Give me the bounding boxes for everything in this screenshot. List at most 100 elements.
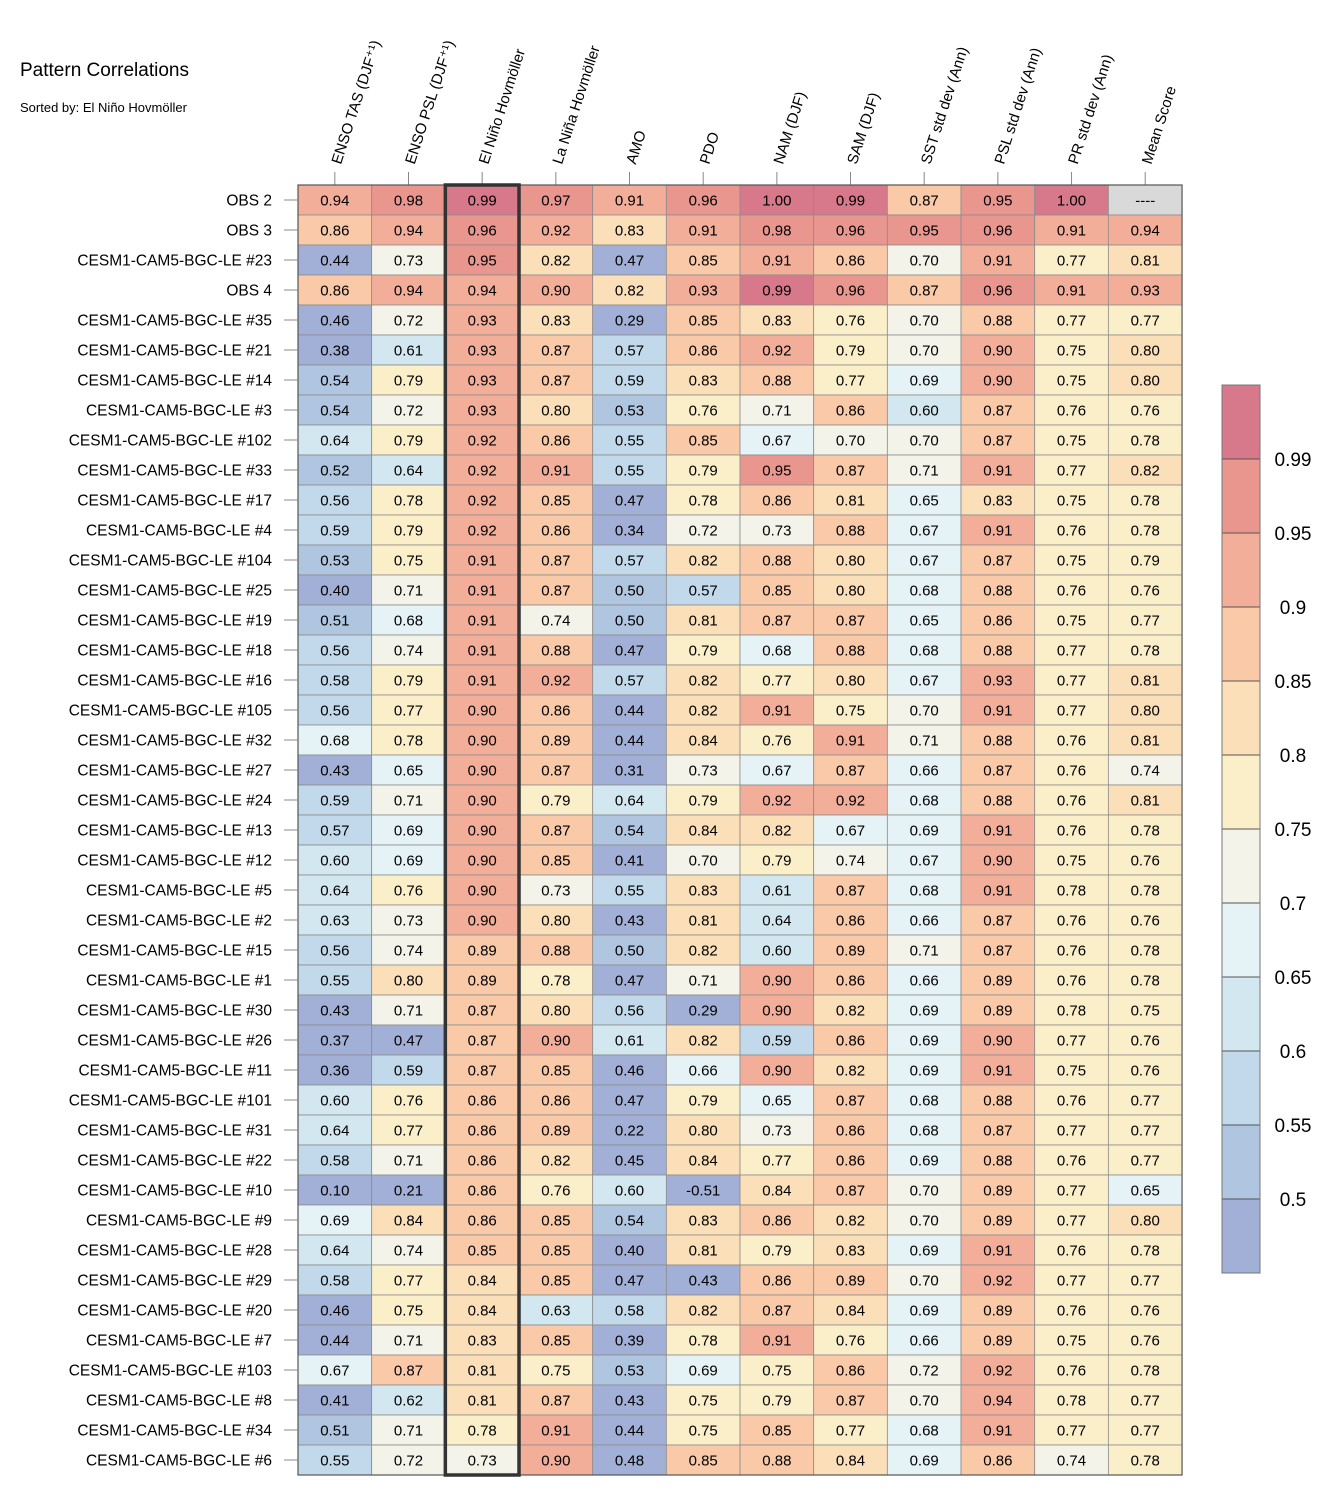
row-label: CESM1-CAM5-BGC-LE #31 <box>77 1123 272 1140</box>
heatmap-cell <box>297 904 373 936</box>
heatmap-cell <box>371 604 446 636</box>
cell-value: 0.87 <box>541 763 570 780</box>
heatmap-cell <box>518 664 594 696</box>
cell-value: 0.87 <box>983 553 1012 570</box>
cell-value: 0.50 <box>615 613 644 630</box>
column-label-sam-djf: SAM (DJF) <box>844 90 883 166</box>
heatmap-cell <box>739 1234 815 1266</box>
cell-value: 0.53 <box>320 553 349 570</box>
cell-value: 0.47 <box>615 973 644 990</box>
cell-value: 0.87 <box>541 823 570 840</box>
cell-value: 0.82 <box>541 253 570 270</box>
cell-value: 0.86 <box>836 1033 865 1050</box>
heatmap-cell <box>739 1174 815 1206</box>
cell-value: 0.87 <box>910 193 939 210</box>
cell-value: 0.89 <box>468 973 497 990</box>
cell-value: 0.93 <box>689 283 718 300</box>
cell-value: 0.87 <box>541 553 570 570</box>
cell-value: 0.90 <box>468 823 497 840</box>
cell-value: 0.86 <box>762 1273 791 1290</box>
cell-value: 0.73 <box>394 253 423 270</box>
cell-value: 0.76 <box>1057 943 1086 960</box>
cell-value: 0.86 <box>836 253 865 270</box>
cell-value: 0.64 <box>394 463 423 480</box>
cell-value: 0.80 <box>541 913 570 930</box>
cell-value: 0.44 <box>615 733 644 750</box>
heatmap-cell <box>886 754 962 786</box>
heatmap-cell <box>592 604 667 636</box>
colorbar-tick-label: 0.8 <box>1280 746 1306 767</box>
cell-value: 0.93 <box>1131 283 1160 300</box>
cell-value: 0.86 <box>836 973 865 990</box>
heatmap-cell <box>444 544 520 576</box>
cell-value: 0.85 <box>541 853 570 870</box>
cell-value: 0.77 <box>762 673 791 690</box>
heatmap-cell <box>1034 1054 1109 1086</box>
cell-value: 0.90 <box>762 1003 791 1020</box>
cell-value: 0.69 <box>910 1063 939 1080</box>
cell-value: 0.78 <box>1131 973 1160 990</box>
heatmap-cell <box>960 1294 1036 1326</box>
cell-value: 0.78 <box>1131 643 1160 660</box>
heatmap-cell <box>592 1294 667 1326</box>
cell-value: 0.71 <box>762 403 791 420</box>
heatmap-cell <box>371 964 446 996</box>
cell-value: 0.58 <box>615 1303 644 1320</box>
cell-value: 0.44 <box>615 1423 644 1440</box>
heatmap-cell <box>592 754 667 786</box>
cell-value: 0.69 <box>689 1363 718 1380</box>
cell-value: 0.75 <box>762 1363 791 1380</box>
heatmap-cell <box>592 1444 667 1476</box>
heatmap-cell <box>813 784 888 816</box>
cell-value: 0.86 <box>541 523 570 540</box>
heatmap-cell <box>592 1084 667 1116</box>
cell-value: 0.10 <box>320 1183 349 1200</box>
cell-value: 0.73 <box>762 523 791 540</box>
heatmap-cell <box>297 1234 373 1266</box>
cell-value: 0.81 <box>1131 673 1160 690</box>
cell-value: 0.78 <box>1131 943 1160 960</box>
cell-value: 0.81 <box>836 493 865 510</box>
cell-value: 0.79 <box>762 1393 791 1410</box>
heatmap-cell <box>813 904 888 936</box>
heatmap-cell <box>518 994 594 1026</box>
row-label: CESM1-CAM5-BGC-LE #7 <box>86 1333 272 1350</box>
cell-value: 0.87 <box>468 1033 497 1050</box>
cell-value: 0.64 <box>320 883 349 900</box>
heatmap-cell <box>739 634 815 666</box>
heatmap-cell <box>592 454 667 486</box>
heatmap-cell <box>813 1024 888 1056</box>
cell-value: 0.92 <box>468 493 497 510</box>
heatmap-cell <box>1034 1384 1109 1416</box>
cell-value: 0.82 <box>689 553 718 570</box>
cell-value: 0.56 <box>320 493 349 510</box>
heatmap-cell <box>1107 754 1183 786</box>
heatmap-cell <box>592 934 667 966</box>
cell-value: 0.88 <box>983 313 1012 330</box>
cell-value: 0.88 <box>983 1153 1012 1170</box>
cell-value: 0.47 <box>615 643 644 660</box>
heatmap-cell <box>371 1144 446 1176</box>
cell-value: 0.85 <box>689 313 718 330</box>
row-label: CESM1-CAM5-BGC-LE #29 <box>77 1273 272 1290</box>
cell-value: 0.78 <box>1131 1243 1160 1260</box>
cell-value: 0.88 <box>762 1453 791 1470</box>
cell-value: 0.75 <box>836 703 865 720</box>
heatmap-cell <box>1034 1114 1109 1146</box>
heatmap-cell <box>813 754 888 786</box>
cell-value: 0.86 <box>468 1213 497 1230</box>
cell-value: 0.71 <box>394 793 423 810</box>
heatmap-cell <box>665 1084 741 1116</box>
row-label: CESM1-CAM5-BGC-LE #30 <box>77 1003 272 1020</box>
cell-value: 0.86 <box>468 1183 497 1200</box>
cell-value: 0.34 <box>615 523 644 540</box>
heatmap-cell <box>371 364 446 396</box>
cell-value: 0.79 <box>689 463 718 480</box>
heatmap-cell <box>297 484 373 516</box>
cell-value: 0.60 <box>615 1183 644 1200</box>
heatmap-cell <box>1107 664 1183 696</box>
heatmap-cell <box>1034 1294 1109 1326</box>
heatmap-cell <box>1034 1024 1109 1056</box>
row-label: CESM1-CAM5-BGC-LE #17 <box>77 493 272 510</box>
heatmap-cell <box>813 1144 888 1176</box>
